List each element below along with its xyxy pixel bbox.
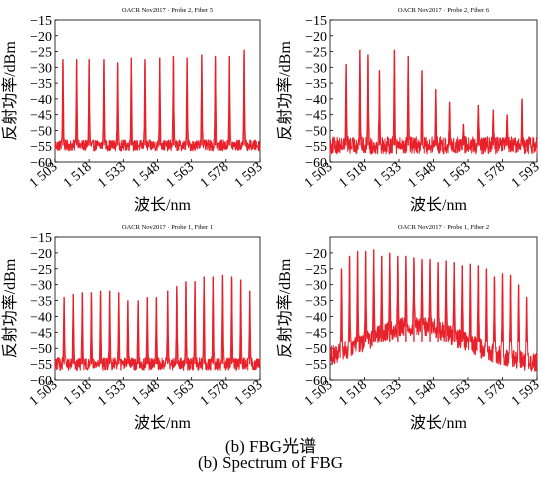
y-tick-label: −55 (30, 140, 52, 155)
x-tick-label: 1 578 (474, 378, 508, 410)
y-tick-label: −45 (305, 109, 327, 124)
chart-title: OACR Nov2017 · Probe 2, Fiber 5 (122, 7, 213, 14)
chart-panel-3: OACR Nov2017 · Probe 1, Fiber 1 −15−20−25… (1, 224, 266, 432)
y-tick-label: −55 (305, 140, 327, 155)
y-tick-label: −60 (305, 156, 327, 171)
y-tick-label: −35 (305, 77, 327, 92)
y-tick-label: −35 (30, 295, 52, 310)
y-tick-label: −50 (30, 342, 52, 357)
y-tick-label: −15 (30, 231, 52, 246)
y-tick-label: −25 (305, 46, 327, 61)
x-tick-label: 1 533 (95, 378, 129, 410)
x-tick-label: 1 578 (198, 378, 232, 410)
x-tick-label: 1 548 (405, 160, 439, 192)
x-axis-label: 波长/nm (410, 196, 467, 214)
chart-title: OACR Nov2017 · Probe 2, Fiber 6 (398, 7, 490, 14)
y-tick-label: −30 (30, 61, 52, 76)
x-tick-label: 1 518 (336, 378, 370, 410)
figure-caption-chinese: (b) FBG光谱 (224, 437, 317, 456)
y-tick-label: −40 (305, 93, 327, 108)
y-tick-label: −35 (305, 295, 327, 310)
x-tick-label: 1 533 (371, 160, 405, 192)
x-tick-label: 1 533 (95, 160, 129, 192)
y-tick-label: −45 (30, 109, 52, 124)
y-tick-label: −25 (30, 263, 52, 278)
y-tick-label: −40 (30, 93, 52, 108)
x-tick-label: 1 518 (61, 160, 95, 192)
y-tick-label: −60 (305, 374, 327, 389)
y-tick-label: −60 (30, 156, 52, 171)
y-tick-label: −40 (305, 310, 327, 325)
y-tick-label: −25 (30, 46, 52, 61)
x-axis-label: 波长/nm (410, 414, 467, 432)
chart-panel-4: OACR Nov2017 · Probe 1, Fiber 2 −20−25−30… (276, 224, 541, 432)
y-tick-label: −40 (30, 310, 52, 325)
x-tick-label: 1 518 (336, 160, 370, 192)
x-tick-label: 1 563 (163, 160, 197, 192)
x-tick-label: 1 548 (405, 378, 439, 410)
y-tick-label: −15 (30, 14, 52, 29)
x-axis-label: 波长/nm (134, 196, 191, 214)
y-tick-label: −45 (30, 326, 52, 341)
chart-title: OACR Nov2017 · Probe 1, Fiber 2 (398, 224, 489, 231)
x-tick-label: 1 593 (509, 378, 541, 410)
spectrum-trace (329, 249, 538, 372)
y-axis-label: 反射功率/dBm (1, 41, 19, 141)
y-tick-label: −20 (30, 30, 52, 45)
y-tick-label: −35 (30, 77, 52, 92)
chart-title: OACR Nov2017 · Probe 1, Fiber 1 (122, 224, 213, 231)
chart-panel-1: OACR Nov2017 · Probe 2, Fiber 5 −15−20−25… (1, 7, 266, 214)
x-tick-label: 1 593 (509, 160, 541, 192)
x-tick-label: 1 578 (198, 160, 232, 192)
x-axis-label: 波长/nm (134, 414, 191, 432)
y-tick-label: −50 (305, 124, 327, 139)
spectrum-trace (54, 274, 261, 371)
y-tick-label: −20 (305, 247, 327, 262)
y-tick-label: −50 (305, 342, 327, 357)
x-tick-label: 1 548 (129, 160, 163, 192)
x-tick-label: 1 593 (232, 378, 266, 410)
x-tick-label: 1 518 (61, 378, 95, 410)
y-tick-label: −60 (30, 374, 52, 389)
spectrum-trace (329, 49, 538, 155)
y-axis-label: 反射功率/dBm (276, 41, 294, 141)
y-tick-label: −30 (305, 61, 327, 76)
x-tick-label: 1 563 (440, 160, 474, 192)
x-tick-label: 1 593 (232, 160, 266, 192)
y-tick-label: −15 (305, 14, 327, 29)
x-tick-label: 1 563 (440, 378, 474, 410)
x-tick-label: 1 578 (474, 160, 508, 192)
x-tick-label: 1 563 (163, 378, 197, 410)
chart-panel-2: OACR Nov2017 · Probe 2, Fiber 6 −15−20−25… (276, 7, 541, 214)
y-tick-label: −25 (305, 263, 327, 278)
y-tick-label: −55 (305, 358, 327, 373)
y-axis-label: 反射功率/dBm (276, 258, 294, 358)
y-tick-label: −20 (305, 30, 327, 45)
x-tick-label: 1 548 (129, 378, 163, 410)
figure-caption-english: (b) Spectrum of FBG (198, 453, 343, 472)
y-tick-label: −20 (30, 247, 52, 262)
y-tick-label: −50 (30, 124, 52, 139)
y-axis-label: 反射功率/dBm (1, 258, 19, 358)
y-tick-label: −55 (30, 358, 52, 373)
y-tick-label: −45 (305, 326, 327, 341)
y-tick-label: −30 (305, 279, 327, 294)
y-tick-label: −30 (30, 279, 52, 294)
spectrum-trace (54, 49, 261, 152)
x-tick-label: 1 533 (371, 378, 405, 410)
